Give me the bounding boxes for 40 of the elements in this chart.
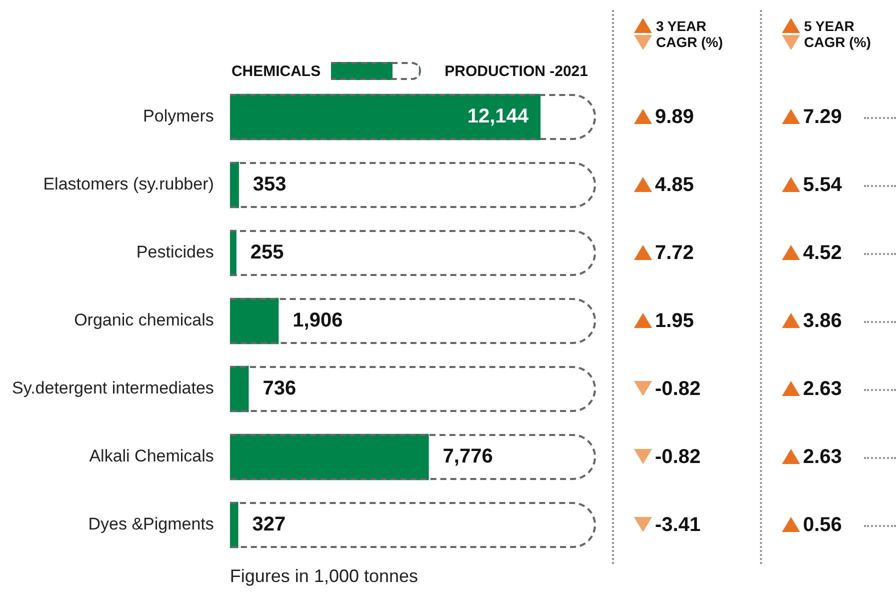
data-label: 7.29 [803,105,842,129]
text: 3 YEAR CAGR (%) [656,18,724,50]
data-label: -3.41 [655,513,701,537]
data-label: 7,776 [442,446,493,468]
text: 5 YEAR CAGR (%) [804,18,872,50]
y-tick-label: Alkali Chemicals [89,446,214,466]
y-tick-label: Organic chemicals [74,310,214,330]
data-label: 4.85 [655,173,694,197]
bar [230,94,541,140]
y-tick-label: Pesticides [136,242,214,262]
data-label: 12,144 [467,106,530,128]
data-label: -0.82 [655,377,701,401]
bar [230,502,238,548]
data-label: 1.95 [655,309,694,333]
data-label: 327 [252,514,286,536]
text: Figures in 1,000 tonnes [230,566,418,587]
data-label: 9.89 [655,105,694,129]
data-label: 5.54 [803,173,842,197]
y-tick-label: Polymers [143,106,214,126]
bar [230,298,279,344]
data-label: 3.86 [803,309,842,333]
bar [230,366,249,412]
data-label: 736 [262,378,296,400]
data-label: 2.63 [803,445,842,469]
bar [230,434,429,480]
y-tick-label: Dyes &Pigments [88,514,214,534]
data-label: 2.63 [803,377,842,401]
data-label: 4.52 [803,241,842,265]
data-label: 7.72 [655,241,694,265]
bar [230,162,239,208]
data-label: 1,906 [292,310,343,332]
y-axis-title: CHEMICALS [231,62,321,80]
data-label: 353 [252,174,286,196]
data-label: 0.56 [803,513,842,537]
y-tick-label: Sy.detergent intermediates [12,378,214,398]
bar [230,230,236,276]
data-label: 255 [250,242,284,264]
series-label: PRODUCTION -2021 [444,62,588,80]
data-label: -0.82 [655,445,701,469]
y-tick-label: Elastomers (sy.rubber) [43,174,214,194]
